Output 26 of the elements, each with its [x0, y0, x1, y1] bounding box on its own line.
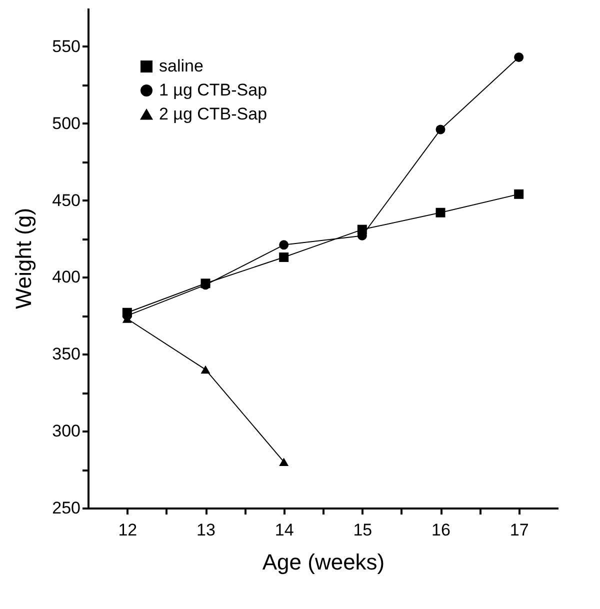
point [279, 458, 289, 466]
x-tick-label: 12 [118, 520, 138, 540]
point [436, 124, 446, 134]
legend-label: 1 µg CTB-Sap [159, 80, 268, 100]
point [200, 365, 210, 374]
y-tick-label: 550 [52, 36, 80, 56]
point [514, 189, 524, 199]
y-tick-label: 300 [52, 422, 80, 441]
legend-label: 2 µg CTB-Sap [159, 104, 268, 124]
x-tick-label: 15 [353, 520, 372, 540]
legend-label: saline [159, 56, 204, 76]
point [279, 240, 289, 250]
y-tick-label: 350 [52, 344, 80, 364]
x-tick-label: 13 [196, 520, 216, 540]
y-tick-label: 450 [52, 190, 80, 210]
y-tick-label: 250 [52, 498, 80, 518]
point [436, 208, 446, 218]
x-axis-title: Age (weeks) [262, 550, 385, 574]
x-tick-label: 17 [510, 520, 529, 540]
y-tick-label: 400 [52, 268, 80, 287]
point [279, 252, 289, 262]
x-tick-label: 14 [274, 520, 294, 540]
point [514, 52, 524, 62]
y-tick-label: 500 [52, 114, 80, 133]
x-tick-label: 16 [432, 520, 450, 540]
y-axis-title: Weight (g) [11, 208, 36, 310]
